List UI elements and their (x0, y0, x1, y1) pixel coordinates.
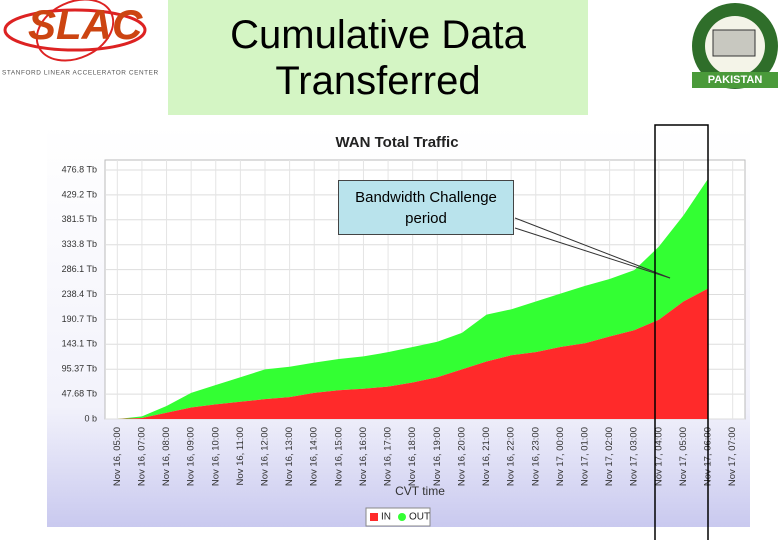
logo-subtitle: STANFORD LINEAR ACCELERATOR CENTER (2, 70, 159, 77)
legend-label: IN (381, 512, 391, 523)
y-tick-label: 143.1 Tb (62, 339, 97, 349)
logo-name: SLAC (28, 1, 143, 48)
x-tick-label: Nov 17, 05:00 (678, 427, 689, 486)
legend-label: OUT (409, 512, 430, 523)
x-tick-label: Nov 16, 09:00 (186, 427, 197, 486)
x-tick-label: Nov 16, 07:00 (136, 427, 147, 486)
nust-logo: PAKISTAN (692, 3, 778, 89)
x-tick-label: Nov 16, 16:00 (358, 427, 369, 486)
legend-swatch (370, 513, 378, 521)
y-tick-label: 95.37 Tb (62, 364, 97, 374)
chart-title: WAN Total Traffic (335, 134, 458, 151)
y-tick-label: 333.8 Tb (62, 239, 97, 249)
x-tick-label: Nov 16, 18:00 (407, 427, 418, 486)
y-tick-label: 429.2 Tb (62, 189, 97, 199)
x-tick-label: Nov 16, 19:00 (432, 427, 443, 486)
x-tick-label: Nov 16, 12:00 (260, 427, 271, 486)
highlight-frame (654, 124, 709, 540)
y-tick-label: 476.8 Tb (62, 164, 97, 174)
callout-pointer (514, 217, 671, 279)
x-tick-label: Nov 17, 03:00 (629, 427, 640, 486)
x-tick-label: Nov 16, 20:00 (456, 427, 467, 486)
x-tick-label: Nov 16, 13:00 (284, 427, 295, 486)
x-tick-label: Nov 17, 01:00 (580, 427, 591, 486)
y-tick-label: 381.5 Tb (62, 214, 97, 224)
x-tick-label: Nov 17, 07:00 (727, 427, 738, 486)
x-tick-label: Nov 16, 08:00 (161, 427, 172, 486)
y-tick-label: 238.4 Tb (62, 289, 97, 299)
x-tick-label: Nov 17, 02:00 (604, 427, 615, 486)
slide-title: Cumulative Data Transferred (168, 0, 588, 115)
x-tick-label: Nov 16, 05:00 (112, 427, 123, 486)
x-tick-label: Nov 16, 22:00 (506, 427, 517, 486)
x-tick-label: Nov 16, 14:00 (309, 427, 320, 486)
x-tick-label: Nov 16, 15:00 (333, 427, 344, 486)
annotation: Bandwidth Challenge period (338, 180, 514, 235)
y-tick-label: 47.68 Tb (62, 388, 97, 398)
x-tick-label: Nov 16, 17:00 (383, 427, 394, 486)
x-tick-label: Nov 16, 11:00 (235, 427, 246, 485)
y-tick-label: 0 b (84, 413, 97, 423)
x-tick-label: Nov 16, 10:00 (210, 427, 221, 486)
x-tick-label: Nov 16, 23:00 (530, 427, 541, 486)
slac-logo: SLAC STANFORD LINEAR ACCELERATOR CENTER (2, 0, 159, 77)
area (117, 178, 709, 419)
area (117, 288, 709, 419)
y-tick-label: 190.7 Tb (62, 314, 97, 324)
x-tick-label: Nov 17, 00:00 (555, 427, 566, 486)
y-tick-label: 286.1 Tb (62, 264, 97, 274)
x-tick-label: Nov 16, 21:00 (481, 427, 492, 486)
legend-swatch (398, 513, 406, 521)
callout-pointer (514, 227, 671, 279)
x-tick-label: Nov 17, 04:00 (653, 427, 664, 486)
x-axis-label: CVT time (395, 484, 445, 498)
logo-text: PAKISTAN (708, 74, 763, 86)
